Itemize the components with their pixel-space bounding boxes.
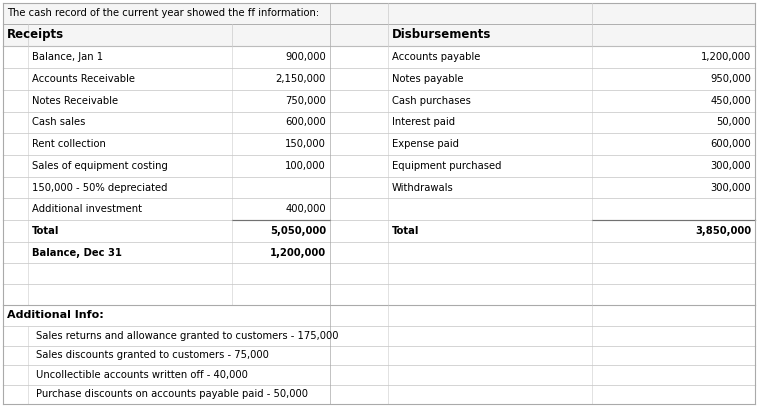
Bar — [3, 46, 755, 68]
Text: Sales discounts granted to customers - 75,000: Sales discounts granted to customers - 7… — [36, 350, 269, 361]
Bar — [3, 155, 755, 177]
Text: Notes Receivable: Notes Receivable — [32, 96, 118, 106]
Text: Interest paid: Interest paid — [392, 117, 455, 127]
Text: The cash record of the current year showed the ff information:: The cash record of the current year show… — [7, 8, 319, 18]
Bar — [3, 242, 755, 263]
Bar — [3, 346, 755, 365]
Text: 50,000: 50,000 — [716, 117, 751, 127]
Text: 900,000: 900,000 — [285, 52, 326, 62]
Bar — [3, 198, 755, 220]
Text: Disbursements: Disbursements — [392, 28, 491, 42]
Text: 1,200,000: 1,200,000 — [700, 52, 751, 62]
Bar — [3, 90, 755, 112]
Text: Equipment purchased: Equipment purchased — [392, 161, 502, 171]
Bar — [3, 112, 755, 133]
Text: 750,000: 750,000 — [285, 96, 326, 106]
Text: 300,000: 300,000 — [710, 182, 751, 193]
Text: 300,000: 300,000 — [710, 161, 751, 171]
Text: 600,000: 600,000 — [285, 117, 326, 127]
Text: Balance, Dec 31: Balance, Dec 31 — [32, 247, 122, 258]
Bar — [3, 326, 755, 346]
Bar — [3, 24, 755, 46]
Text: Purchase discounts on accounts payable paid - 50,000: Purchase discounts on accounts payable p… — [36, 389, 308, 399]
Text: Cash sales: Cash sales — [32, 117, 86, 127]
Bar — [3, 385, 755, 404]
Text: 5,050,000: 5,050,000 — [270, 226, 326, 236]
Text: Total: Total — [392, 226, 419, 236]
Text: Accounts payable: Accounts payable — [392, 52, 481, 62]
Text: 1,200,000: 1,200,000 — [270, 247, 326, 258]
Text: Sales of equipment costing: Sales of equipment costing — [32, 161, 168, 171]
Text: 950,000: 950,000 — [710, 74, 751, 84]
Bar — [3, 133, 755, 155]
Text: 100,000: 100,000 — [285, 161, 326, 171]
Text: Rent collection: Rent collection — [32, 139, 106, 149]
Text: 150,000: 150,000 — [285, 139, 326, 149]
Text: Additional investment: Additional investment — [32, 204, 142, 214]
Bar — [3, 177, 755, 198]
Text: Notes payable: Notes payable — [392, 74, 463, 84]
Text: 150,000 - 50% depreciated: 150,000 - 50% depreciated — [32, 182, 168, 193]
Text: Balance, Jan 1: Balance, Jan 1 — [32, 52, 103, 62]
Text: 450,000: 450,000 — [710, 96, 751, 106]
Text: Accounts Receivable: Accounts Receivable — [32, 74, 135, 84]
Text: Additional Info:: Additional Info: — [7, 311, 104, 320]
Bar — [3, 284, 755, 304]
Text: 3,850,000: 3,850,000 — [695, 226, 751, 236]
Text: Receipts: Receipts — [7, 28, 64, 42]
Text: Total: Total — [32, 226, 59, 236]
Bar — [3, 220, 755, 242]
Text: Expense paid: Expense paid — [392, 139, 459, 149]
Bar — [3, 68, 755, 90]
Text: 2,150,000: 2,150,000 — [276, 74, 326, 84]
Text: Sales returns and allowance granted to customers - 175,000: Sales returns and allowance granted to c… — [36, 331, 339, 341]
Text: 400,000: 400,000 — [285, 204, 326, 214]
Text: Cash purchases: Cash purchases — [392, 96, 471, 106]
Text: Withdrawals: Withdrawals — [392, 182, 454, 193]
Text: Uncollectible accounts written off - 40,000: Uncollectible accounts written off - 40,… — [36, 370, 248, 380]
Text: 600,000: 600,000 — [710, 139, 751, 149]
Bar — [3, 3, 755, 24]
Bar — [3, 263, 755, 284]
Bar — [3, 304, 755, 326]
Bar — [3, 365, 755, 385]
